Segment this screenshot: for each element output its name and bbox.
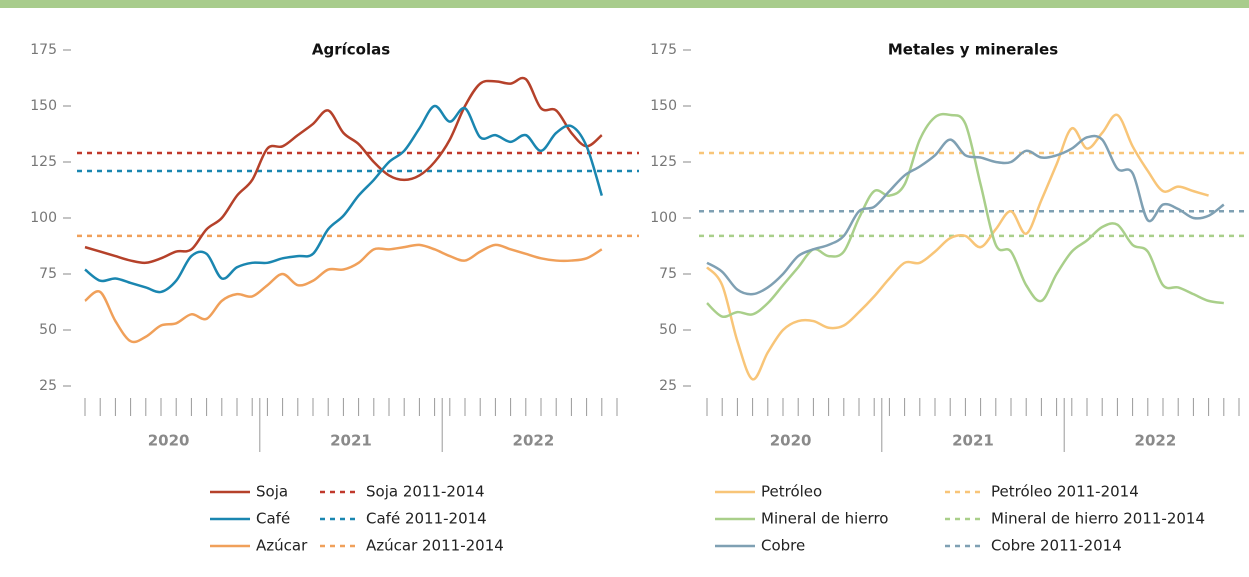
top-band [0, 0, 1249, 8]
year-label: 2021 [330, 432, 372, 450]
y-tick-label: 75 [39, 266, 57, 282]
legend-label: Azúcar 2011-2014 [366, 537, 504, 555]
legend-label: Cobre 2011-2014 [991, 537, 1122, 555]
legend-label: Soja 2011-2014 [366, 483, 485, 501]
series-line [84, 243, 603, 344]
legend-label: Petróleo 2011-2014 [991, 483, 1139, 501]
legend-label: Cobre [761, 537, 805, 555]
legend-label: Mineral de hierro 2011-2014 [991, 510, 1205, 528]
series-line [706, 134, 1225, 296]
year-label: 2022 [1135, 432, 1177, 450]
series-line [706, 112, 1224, 319]
legend-label: Café 2011-2014 [366, 510, 487, 528]
panel-title: Metales y minerales [888, 41, 1058, 59]
year-label: 2021 [952, 432, 994, 450]
y-tick-label: 125 [30, 154, 57, 170]
y-tick-label: 25 [39, 378, 57, 394]
legend-label: Petróleo [761, 483, 822, 501]
series-line [84, 104, 603, 294]
y-tick-label: 175 [30, 42, 57, 58]
y-tick-label: 100 [30, 210, 57, 226]
legend-label: Azúcar [256, 537, 308, 555]
y-tick-label: 150 [650, 98, 677, 114]
series-line [706, 113, 1209, 381]
y-tick-label: 50 [39, 322, 57, 338]
y-tick-label: 175 [650, 42, 677, 58]
legend-label: Mineral de hierro [761, 510, 888, 528]
year-label: 2020 [148, 432, 190, 450]
year-label: 2020 [770, 432, 812, 450]
y-tick-label: 150 [30, 98, 57, 114]
y-tick-label: 50 [659, 322, 677, 338]
y-tick-label: 25 [659, 378, 677, 394]
y-tick-label: 125 [650, 154, 677, 170]
y-tick-label: 100 [650, 210, 677, 226]
series-line [84, 76, 603, 265]
year-label: 2022 [513, 432, 555, 450]
panel-title: Agrícolas [312, 41, 390, 59]
legend-label: Soja [256, 483, 288, 501]
y-tick-label: 75 [659, 266, 677, 282]
legend-label: Café [256, 510, 290, 528]
